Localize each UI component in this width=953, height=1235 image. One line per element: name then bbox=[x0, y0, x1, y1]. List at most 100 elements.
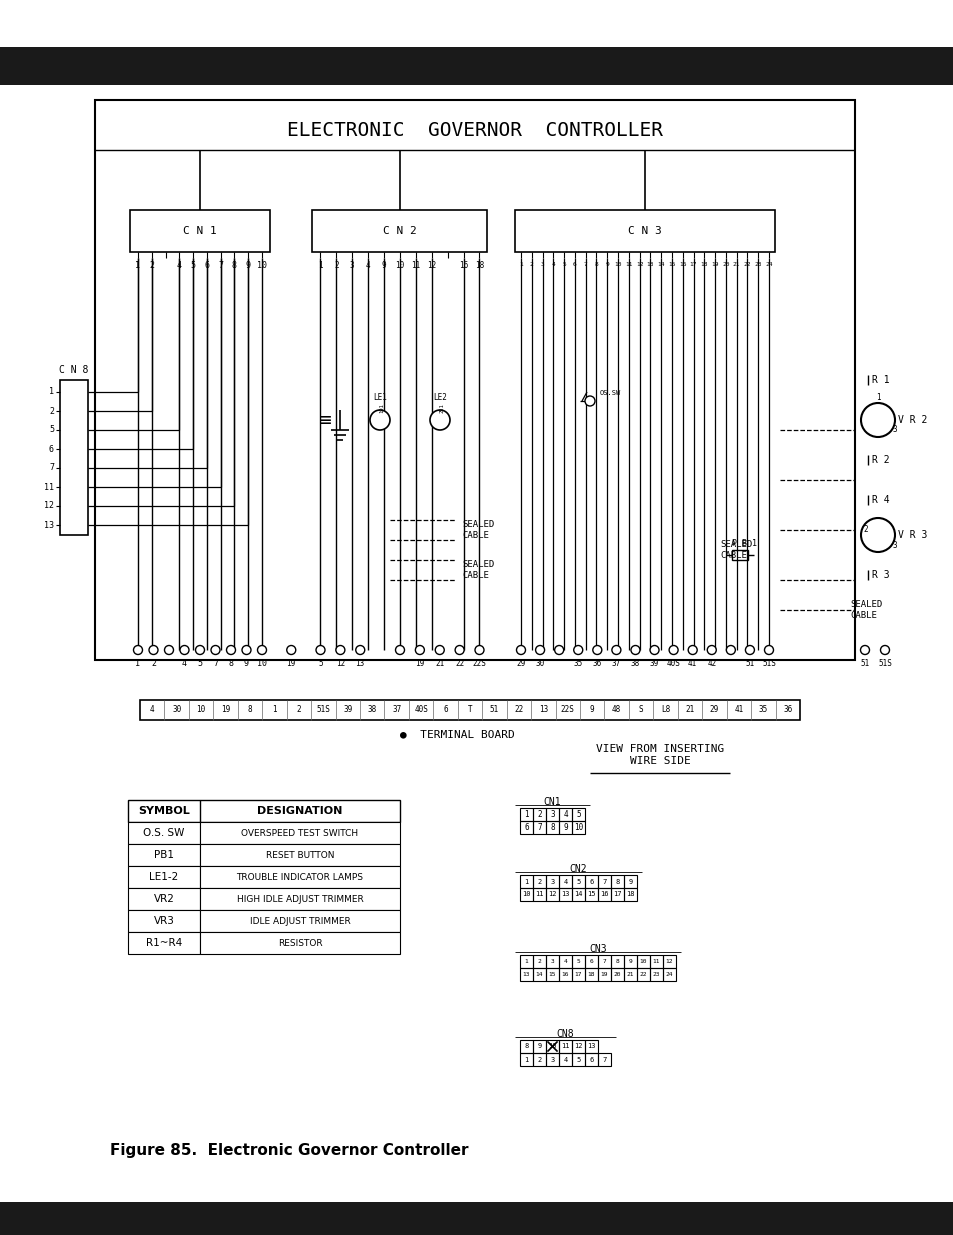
Text: 22: 22 bbox=[743, 262, 750, 267]
Text: 5: 5 bbox=[576, 1056, 580, 1062]
Text: 21: 21 bbox=[732, 262, 740, 267]
Bar bbox=[610, 876, 623, 888]
Text: 38: 38 bbox=[630, 659, 639, 668]
Bar bbox=[558, 1053, 572, 1066]
Bar bbox=[598, 955, 610, 968]
Text: 12: 12 bbox=[548, 892, 557, 898]
Text: 10: 10 bbox=[574, 823, 582, 832]
Text: 13: 13 bbox=[646, 262, 654, 267]
Text: 51S: 51S bbox=[877, 659, 891, 668]
Text: 22S: 22S bbox=[472, 659, 486, 668]
Text: 7: 7 bbox=[583, 262, 587, 267]
Text: 5: 5 bbox=[576, 810, 580, 819]
Text: 8: 8 bbox=[229, 659, 233, 668]
Text: 19: 19 bbox=[221, 705, 230, 715]
Text: 19: 19 bbox=[286, 659, 295, 668]
Text: 13: 13 bbox=[587, 1044, 595, 1050]
Text: 18: 18 bbox=[587, 972, 595, 977]
Bar bbox=[623, 955, 637, 968]
Bar bbox=[128, 800, 399, 823]
Text: 48: 48 bbox=[612, 705, 620, 715]
Text: 6: 6 bbox=[49, 445, 54, 453]
Bar bbox=[128, 932, 200, 953]
Text: 15: 15 bbox=[667, 262, 675, 267]
Bar bbox=[130, 210, 270, 252]
Text: Figure 85.  Electronic Governor Controller: Figure 85. Electronic Governor Controlle… bbox=[110, 1142, 468, 1157]
Text: 2: 2 bbox=[49, 406, 54, 415]
Bar bbox=[533, 876, 545, 888]
Text: 5: 5 bbox=[561, 262, 565, 267]
Bar bbox=[533, 955, 545, 968]
Text: 6: 6 bbox=[589, 1056, 593, 1062]
Text: OS.SW: OS.SW bbox=[599, 390, 620, 396]
Circle shape bbox=[554, 646, 563, 655]
Text: 7: 7 bbox=[218, 261, 223, 269]
Text: 14: 14 bbox=[536, 972, 542, 977]
Text: 9: 9 bbox=[537, 1044, 541, 1050]
Bar bbox=[637, 968, 649, 981]
Text: 39: 39 bbox=[649, 659, 659, 668]
Text: 3: 3 bbox=[350, 261, 355, 269]
Text: 40S: 40S bbox=[414, 705, 428, 715]
Bar bbox=[200, 888, 399, 910]
Bar bbox=[572, 1040, 584, 1053]
Text: 2: 2 bbox=[537, 878, 541, 884]
Bar bbox=[598, 888, 610, 902]
Text: O.S. SW: O.S. SW bbox=[143, 827, 185, 839]
Text: P B 1: P B 1 bbox=[732, 538, 757, 547]
Text: 9: 9 bbox=[246, 261, 251, 269]
Text: 4: 4 bbox=[551, 262, 555, 267]
Circle shape bbox=[516, 646, 525, 655]
Text: RESISTOR: RESISTOR bbox=[277, 939, 322, 947]
Text: 20: 20 bbox=[721, 262, 729, 267]
Bar bbox=[545, 808, 558, 821]
Bar bbox=[128, 888, 200, 910]
Text: 11: 11 bbox=[44, 483, 54, 492]
Text: 21: 21 bbox=[684, 705, 694, 715]
Text: 6: 6 bbox=[589, 878, 593, 884]
Text: 36: 36 bbox=[782, 705, 792, 715]
Text: 17: 17 bbox=[613, 892, 621, 898]
Text: 9: 9 bbox=[605, 262, 609, 267]
Text: 22S: 22S bbox=[560, 705, 574, 715]
Circle shape bbox=[315, 646, 325, 655]
Bar bbox=[731, 550, 747, 559]
Text: 2: 2 bbox=[862, 526, 867, 535]
Bar bbox=[140, 700, 800, 720]
Text: C N 3: C N 3 bbox=[627, 226, 661, 236]
Circle shape bbox=[195, 646, 204, 655]
Text: 41: 41 bbox=[687, 659, 697, 668]
Text: 12: 12 bbox=[665, 960, 673, 965]
Text: 13: 13 bbox=[522, 972, 530, 977]
Circle shape bbox=[335, 646, 345, 655]
Bar bbox=[533, 968, 545, 981]
Text: T: T bbox=[467, 705, 472, 715]
Bar bbox=[128, 844, 200, 866]
Bar bbox=[545, 821, 558, 834]
Text: 10: 10 bbox=[256, 261, 267, 269]
Circle shape bbox=[744, 646, 754, 655]
Text: 8: 8 bbox=[232, 261, 236, 269]
Bar bbox=[662, 968, 676, 981]
Text: 3: 3 bbox=[540, 262, 544, 267]
Text: 8: 8 bbox=[550, 823, 555, 832]
Text: 9: 9 bbox=[628, 960, 632, 965]
Text: 13: 13 bbox=[44, 520, 54, 530]
Text: 22: 22 bbox=[514, 705, 523, 715]
Text: 1: 1 bbox=[523, 810, 528, 819]
Text: 5: 5 bbox=[576, 960, 579, 965]
Text: 51S: 51S bbox=[761, 659, 775, 668]
Text: 1: 1 bbox=[135, 261, 140, 269]
Bar bbox=[95, 100, 854, 659]
Text: 9: 9 bbox=[244, 659, 249, 668]
Text: VIEW FROM INSERTING
WIRE SIDE: VIEW FROM INSERTING WIRE SIDE bbox=[596, 745, 723, 766]
Bar bbox=[519, 808, 533, 821]
Bar bbox=[558, 876, 572, 888]
Text: 24: 24 bbox=[764, 262, 772, 267]
Bar bbox=[545, 968, 558, 981]
Text: 8: 8 bbox=[524, 1044, 528, 1050]
Bar bbox=[623, 876, 637, 888]
Text: 2: 2 bbox=[149, 261, 154, 269]
Circle shape bbox=[725, 646, 735, 655]
Text: 8: 8 bbox=[594, 262, 598, 267]
